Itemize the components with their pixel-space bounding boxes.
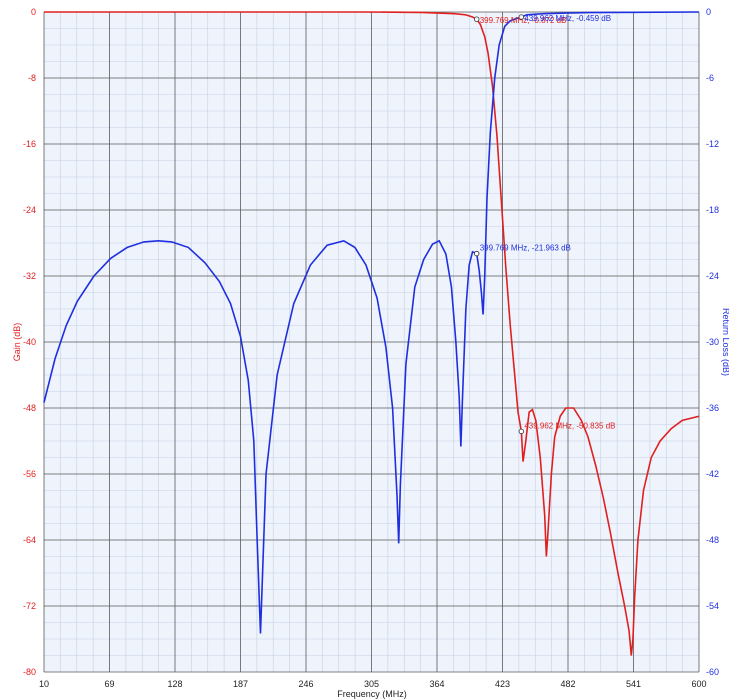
right-tick-label: 0 [706,7,711,17]
left-tick-label: -80 [23,667,36,677]
left-tick-label: -16 [23,139,36,149]
x-tick-label: 246 [298,679,313,689]
marker-label: 399.769 MHz, -0.872 dB [480,16,567,25]
x-axis-ticks: 10 69 128 187 246 305 364 423 482 541 600 [39,679,707,689]
right-tick-label: -30 [706,337,719,347]
right-tick-label: -12 [706,139,719,149]
left-tick-label: -32 [23,271,36,281]
marker-point [518,428,525,435]
x-tick-label: 69 [104,679,114,689]
x-tick-label: 364 [429,679,444,689]
left-tick-label: -64 [23,535,36,545]
left-axis-title: Gain (dB) [12,323,22,362]
right-tick-label: -48 [706,535,719,545]
gain-series-line [44,11,700,656]
return-loss-series-line [43,11,700,634]
right-tick-label: -42 [706,469,719,479]
right-tick-label: -54 [706,601,719,611]
x-tick-label: 423 [495,679,510,689]
marker-point [474,250,480,257]
right-tick-label: -36 [706,403,719,413]
left-tick-label: -48 [23,403,36,413]
x-tick-label: 541 [626,679,641,689]
x-tick-label: 482 [560,679,575,689]
left-axis-ticks: 0 -8 -16 -24 -32 -40 -48 -56 -64 -72 -80 [23,7,36,677]
x-tick-label: 600 [691,679,706,689]
left-tick-label: -8 [28,73,36,83]
marker-point [518,14,525,20]
x-tick-label: 305 [364,679,379,689]
left-tick-label: -72 [23,601,36,611]
x-tick-label: 187 [233,679,248,689]
left-tick-label: -56 [23,469,36,479]
marker-label: 399.769 MHz, -21.963 dB [480,244,571,253]
x-tick-label: 128 [167,679,182,689]
left-tick-label: 0 [31,7,36,17]
x-tick-label: 10 [39,679,49,689]
marker-label: 439.962 MHz, -50.835 dB [524,421,615,430]
marker-point [474,16,480,22]
x-axis-title: Frequency (MHz) [337,689,407,699]
right-axis-title: Return Loss (dB) [721,308,729,376]
marker-label: 439.962 MHz, -0.459 dB [524,14,611,23]
right-tick-label: -6 [706,73,714,83]
left-tick-label: -24 [23,205,36,215]
right-tick-label: -24 [706,271,719,281]
right-axis-ticks: 0 -6 -12 -18 -24 -30 -36 -42 -48 -54 -60 [706,7,719,677]
right-tick-label: -60 [706,667,719,677]
right-tick-label: -18 [706,205,719,215]
left-tick-label: -40 [23,337,36,347]
